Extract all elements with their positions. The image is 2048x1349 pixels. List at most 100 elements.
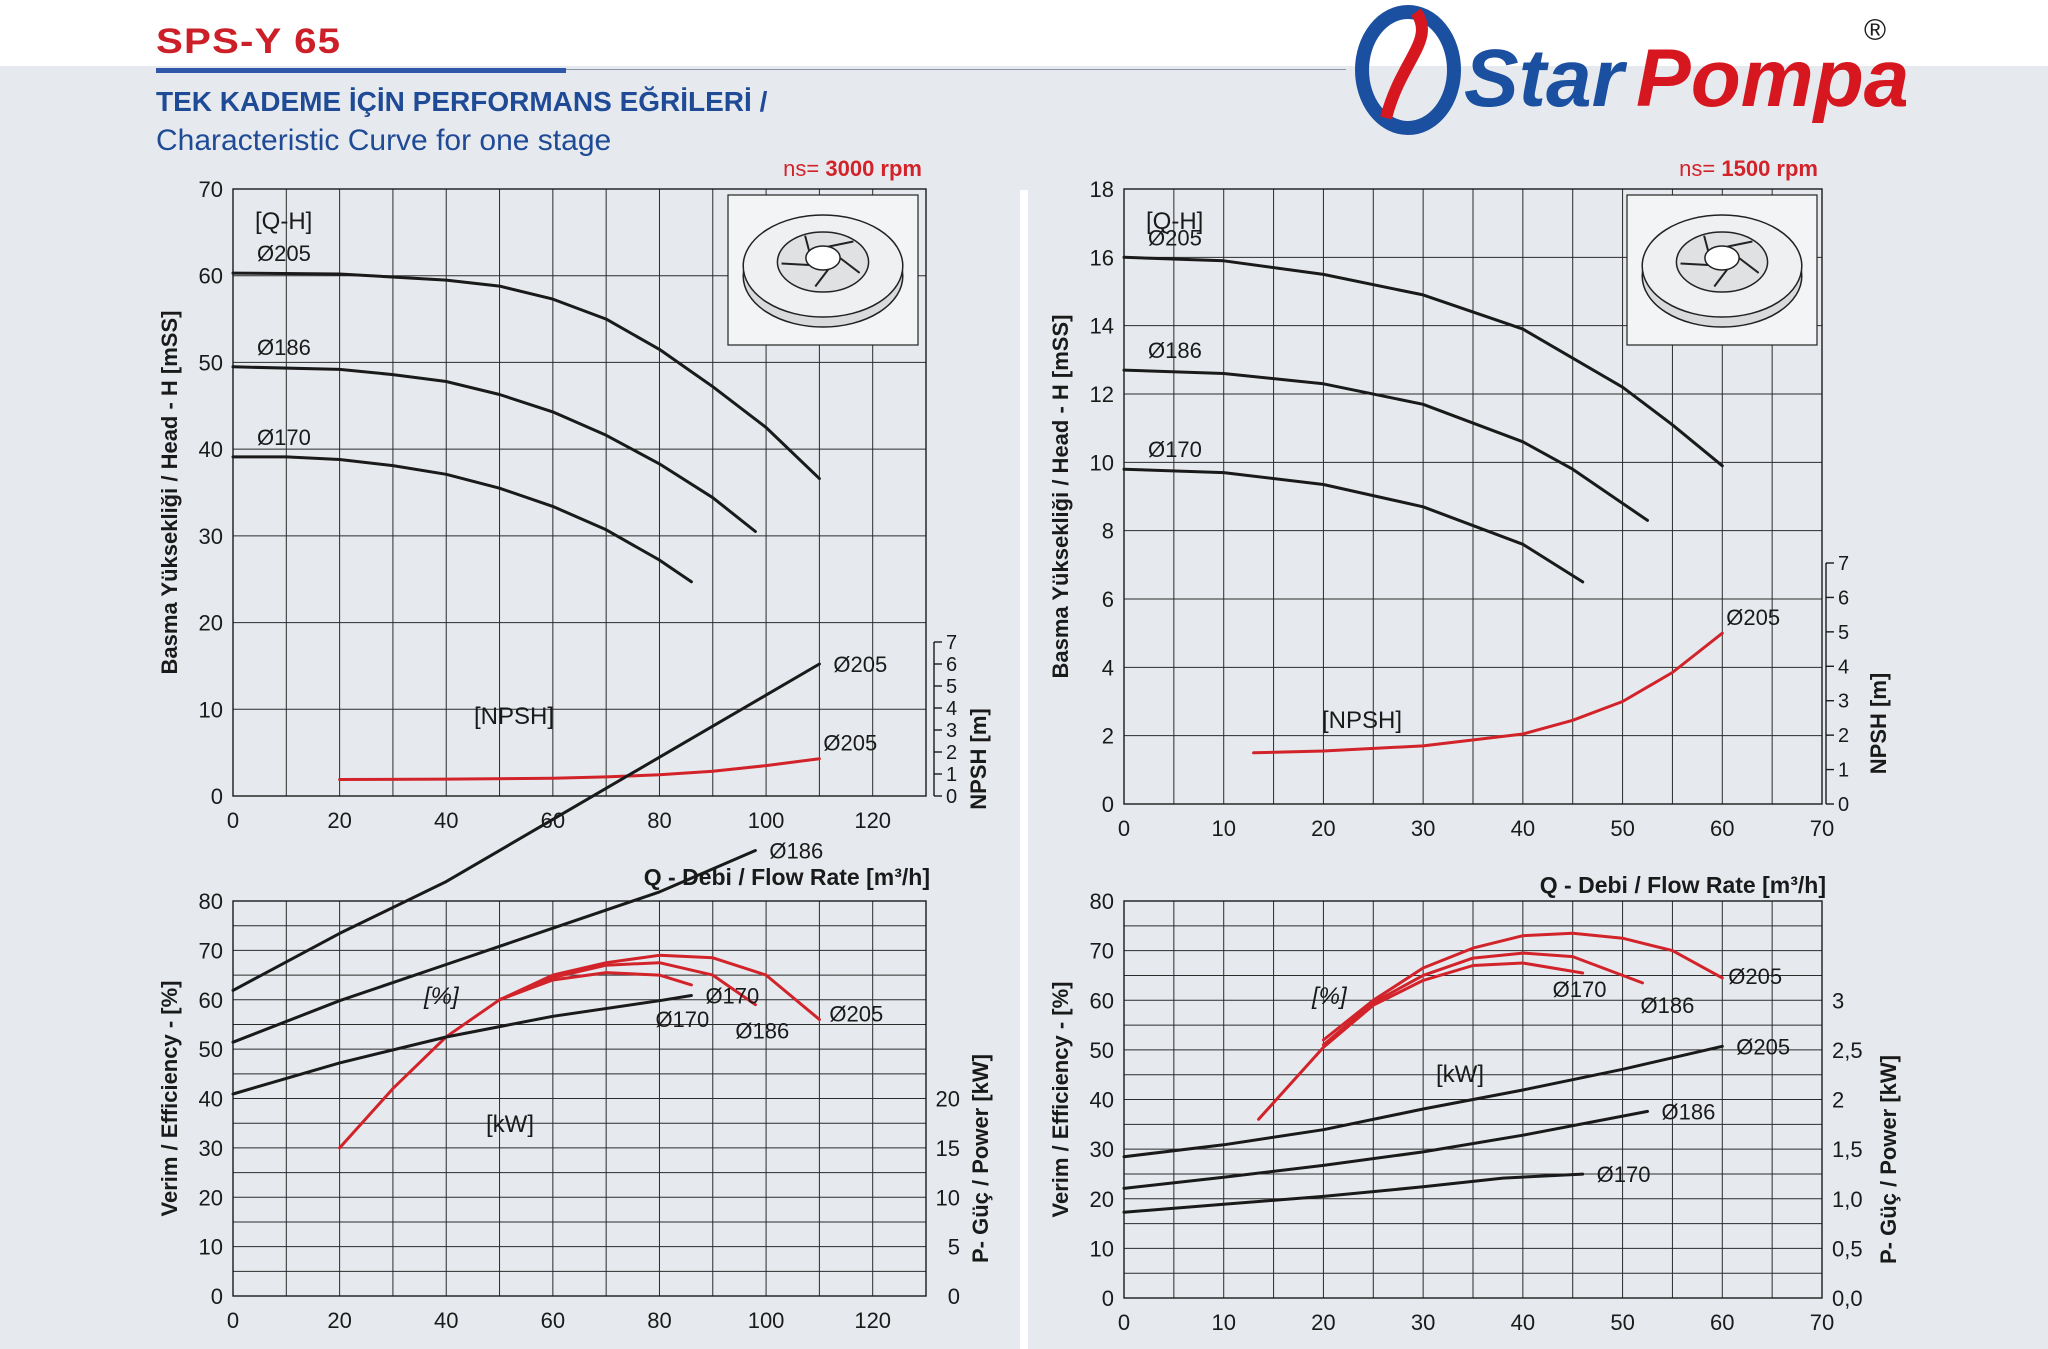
- eff-3000-eff--186: [498, 961, 757, 1007]
- impeller-vane: [781, 262, 810, 267]
- head-3000-x-tick: 0: [227, 808, 239, 833]
- eff-3000-power-tick: 15: [936, 1136, 960, 1161]
- eff-3000-x-tick: 120: [854, 1308, 891, 1333]
- head-3000-flow-axis-title: Q - Debi / Flow Rate [m³/h]: [644, 864, 930, 890]
- logo-word-star: Star: [1464, 33, 1628, 124]
- eff-3000-power-tick: 20: [936, 1087, 960, 1112]
- head-1500-y-tick: 12: [1090, 382, 1114, 407]
- head-3000-x-tick: 80: [647, 808, 671, 833]
- eff-3000-power--205: [231, 662, 821, 992]
- eff-3000-power-label: Ø170: [705, 984, 759, 1009]
- eff-3000-x-tick: 80: [647, 1308, 671, 1333]
- title-turkish: TEK KADEME İÇİN PERFORMANS EĞRİLERİ /: [156, 86, 768, 117]
- head-3000-qh-tag: [Q-H]: [255, 208, 312, 235]
- eff-1500-eff-label: Ø205: [1728, 964, 1782, 989]
- eff-3000-y-tick: 50: [199, 1037, 223, 1062]
- rpm-prefix: ns=: [783, 156, 825, 181]
- rpm-value: 3000 rpm: [825, 156, 922, 181]
- head-1500-x-tick: 10: [1211, 816, 1235, 841]
- model-code: SPS-Y 65: [156, 22, 342, 61]
- head-3000-impeller-image: [727, 194, 919, 346]
- eff-1500-x-tick: 0: [1118, 1310, 1130, 1335]
- head-1500-curve--170: [1122, 467, 1585, 584]
- logo-word-pompa: Pompa: [1636, 33, 1906, 124]
- registered-mark: ®: [1864, 14, 1886, 47]
- head-3000-curve-label: Ø186: [257, 335, 311, 360]
- head-1500-y-tick: 8: [1102, 519, 1114, 544]
- impeller-vane: [814, 268, 830, 288]
- head-3000-npsh-axis-title: NPSH [m]: [966, 708, 991, 809]
- head-1500-npsh-axis-title: NPSH [m]: [1866, 673, 1891, 774]
- head-3000-npsh-tick: 5: [946, 676, 957, 698]
- head-1500-y-tick: 2: [1102, 724, 1114, 749]
- head-1500-x-tick: 60: [1710, 816, 1734, 841]
- eff-3000-eff-label: Ø205: [829, 1002, 883, 1027]
- head-1500-npsh-tick: 0: [1838, 794, 1849, 816]
- panel-divider: [1020, 190, 1028, 1349]
- eff-3000-y-tick: 40: [199, 1087, 223, 1112]
- head-3000-x-tick: 20: [327, 808, 351, 833]
- head-3000-grid: [232, 188, 927, 797]
- head-1500-y-tick: 0: [1102, 792, 1114, 817]
- eff-1500-power-label: Ø170: [1597, 1162, 1651, 1187]
- eff-3000-y-tick: 10: [199, 1235, 223, 1260]
- eff-3000-y-tick: 0: [211, 1284, 223, 1309]
- eff-1500-x-tick: 40: [1511, 1310, 1535, 1335]
- title-underline: [156, 68, 566, 73]
- eff-1500-y-tick: 70: [1090, 939, 1114, 964]
- eff-3000-eff--205: [498, 953, 821, 1021]
- eff-3000-y-tick: 30: [199, 1136, 223, 1161]
- eff-1500-power--170: [1122, 1172, 1585, 1214]
- eff-1500-eff-axis-title: Verim / Efficiency - [%]: [1048, 982, 1073, 1218]
- head-1500-flow-axis-title: Q - Debi / Flow Rate [m³/h]: [1540, 872, 1826, 898]
- header-band: [0, 0, 2048, 66]
- head-3000-npsh-tick: 7: [946, 632, 957, 654]
- head-3000-x-tick: 40: [434, 808, 458, 833]
- eff-1500-power-tick: 1,0: [1832, 1187, 1863, 1212]
- eff-1500-power-tick: 3: [1832, 988, 1844, 1013]
- head-1500-curve--205: [1122, 255, 1724, 468]
- head-3000-y-tick: 60: [199, 264, 223, 289]
- eff-1500-x-tick: 60: [1710, 1310, 1734, 1335]
- head-1500-qh-tag: [Q-H]: [1146, 208, 1203, 235]
- eff-1500-kw-tag: [kW]: [1436, 1061, 1484, 1088]
- head-1500-x-tick: 20: [1311, 816, 1335, 841]
- impeller-vane: [839, 257, 861, 274]
- eff-3000-x-tick: 60: [541, 1308, 565, 1333]
- eff-3000-y-tick: 70: [199, 938, 223, 963]
- eff-3000-x-tick: 0: [227, 1308, 239, 1333]
- head-1500-npsh-tick: 4: [1838, 656, 1849, 678]
- head-1500-y-tick: 6: [1102, 587, 1114, 612]
- head-1500-rpm: ns= 1500 rpm: [1679, 156, 1818, 181]
- head-3000-npsh-label: Ø205: [823, 731, 877, 756]
- head-3000-curve-label: Ø170: [257, 425, 311, 450]
- impeller-vane: [804, 235, 811, 252]
- head-1500-npsh-tick: 2: [1838, 725, 1849, 747]
- head-1500-curve-label: Ø170: [1148, 437, 1202, 462]
- eff-1500-eff-label: Ø170: [1553, 977, 1607, 1002]
- head-3000-rpm: ns= 3000 rpm: [783, 156, 922, 181]
- eff-1500-y-tick: 40: [1090, 1088, 1114, 1113]
- eff-3000-power-label: Ø205: [833, 652, 887, 677]
- rpm-value: 1500 rpm: [1721, 156, 1818, 181]
- eff-1500-y-tick: 20: [1090, 1187, 1114, 1212]
- head-1500-impeller-image: [1626, 194, 1818, 346]
- eff-1500-y-tick: 30: [1090, 1137, 1114, 1162]
- eff-1500-power-tick: 2,5: [1832, 1038, 1863, 1063]
- head-1500-x-tick: 70: [1810, 816, 1834, 841]
- title-english: Characteristic Curve for one stage: [156, 124, 612, 157]
- eff-1500-frame: [1123, 900, 1823, 1299]
- head-1500-npsh-tick: 1: [1838, 760, 1849, 782]
- eff-1500-power--186: [1122, 1109, 1649, 1190]
- head-1500-y-tick: 16: [1090, 245, 1114, 270]
- eff-1500-x-tick: 30: [1411, 1310, 1435, 1335]
- head-3000-x-tick: 120: [854, 808, 891, 833]
- head-3000-y-tick: 20: [199, 611, 223, 636]
- head-3000-npsh-curve: [338, 757, 821, 781]
- eff-3000-grid: [232, 900, 927, 1297]
- head-1500-frame: [1123, 188, 1823, 805]
- head-3000-curve--205: [231, 271, 821, 481]
- eff-3000-eff-tag: [%]: [423, 983, 460, 1010]
- impeller-vane: [1680, 262, 1709, 267]
